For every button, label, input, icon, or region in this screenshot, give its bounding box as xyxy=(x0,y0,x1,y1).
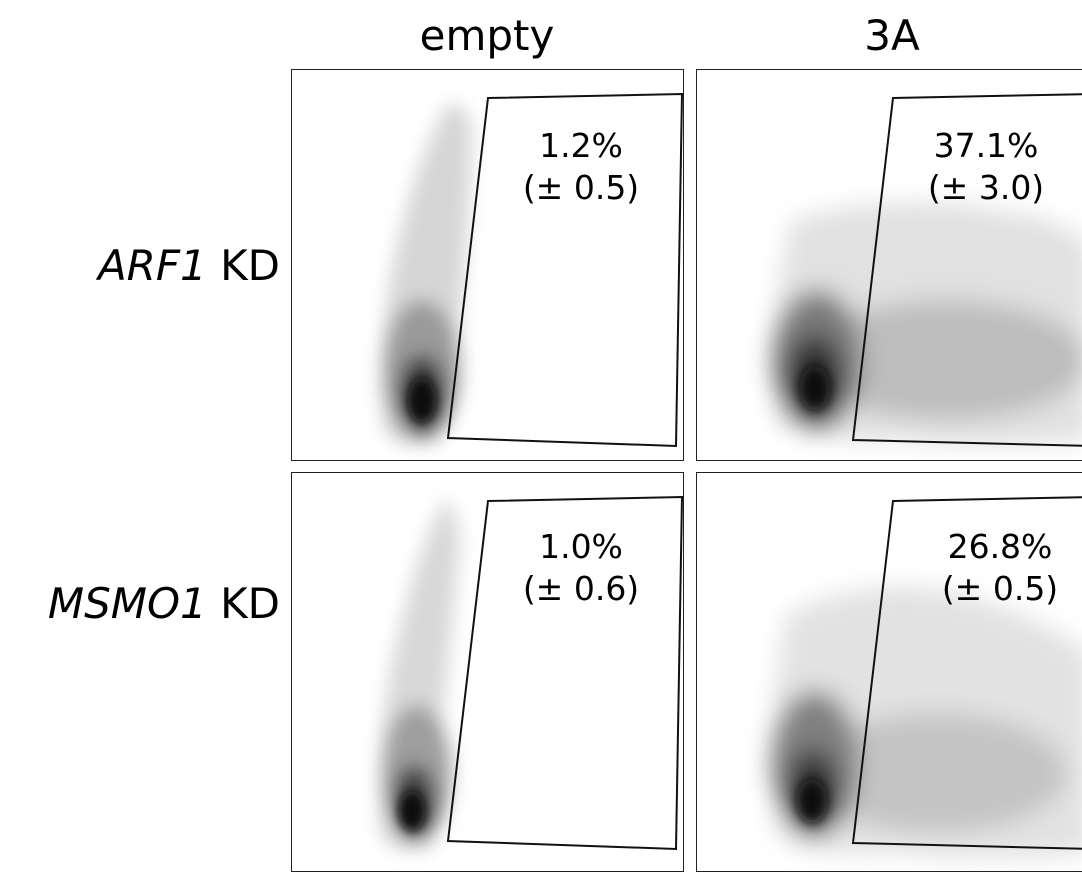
gate-polygon xyxy=(446,495,683,851)
percent-label: 37.1% xyxy=(933,126,1039,165)
row-label-msmo1: MSMO1 KD xyxy=(48,574,280,634)
density-panel-msmo1-3a: 26.8% (± 0.5) xyxy=(696,472,1082,872)
sd-label: (± 3.0) xyxy=(927,168,1045,207)
gate-polygon xyxy=(446,92,683,448)
percent-label: 1.2% xyxy=(539,126,623,165)
density-plot xyxy=(772,93,1082,447)
column-header-3a: 3A xyxy=(864,11,920,60)
density-plot xyxy=(771,496,1082,858)
density-panel-arf1-3a: 37.1% (± 3.0) xyxy=(696,69,1082,461)
density-plot xyxy=(380,92,683,448)
row-label-suffix: KD xyxy=(220,241,280,290)
gate-polygon xyxy=(851,93,1082,447)
percent-label: 1.0% xyxy=(539,527,623,566)
row-label-gene: ARF1 xyxy=(97,241,207,290)
sd-label: (± 0.5) xyxy=(941,569,1059,608)
row-label-suffix: KD xyxy=(220,579,280,628)
density-plot xyxy=(378,495,683,851)
percent-label: 26.8% xyxy=(947,527,1053,566)
row-label-gene: MSMO1 xyxy=(47,579,207,628)
column-header-empty: empty xyxy=(419,11,555,60)
sd-label: (± 0.5) xyxy=(522,168,640,207)
gate-polygon xyxy=(851,496,1082,850)
row-label-arf1: ARF1 KD xyxy=(98,236,280,296)
sd-label: (± 0.6) xyxy=(522,569,640,608)
density-panel-msmo1-empty: 1.0% (± 0.6) xyxy=(291,472,684,872)
density-panel-arf1-empty: 1.2% (± 0.5) xyxy=(291,69,684,461)
